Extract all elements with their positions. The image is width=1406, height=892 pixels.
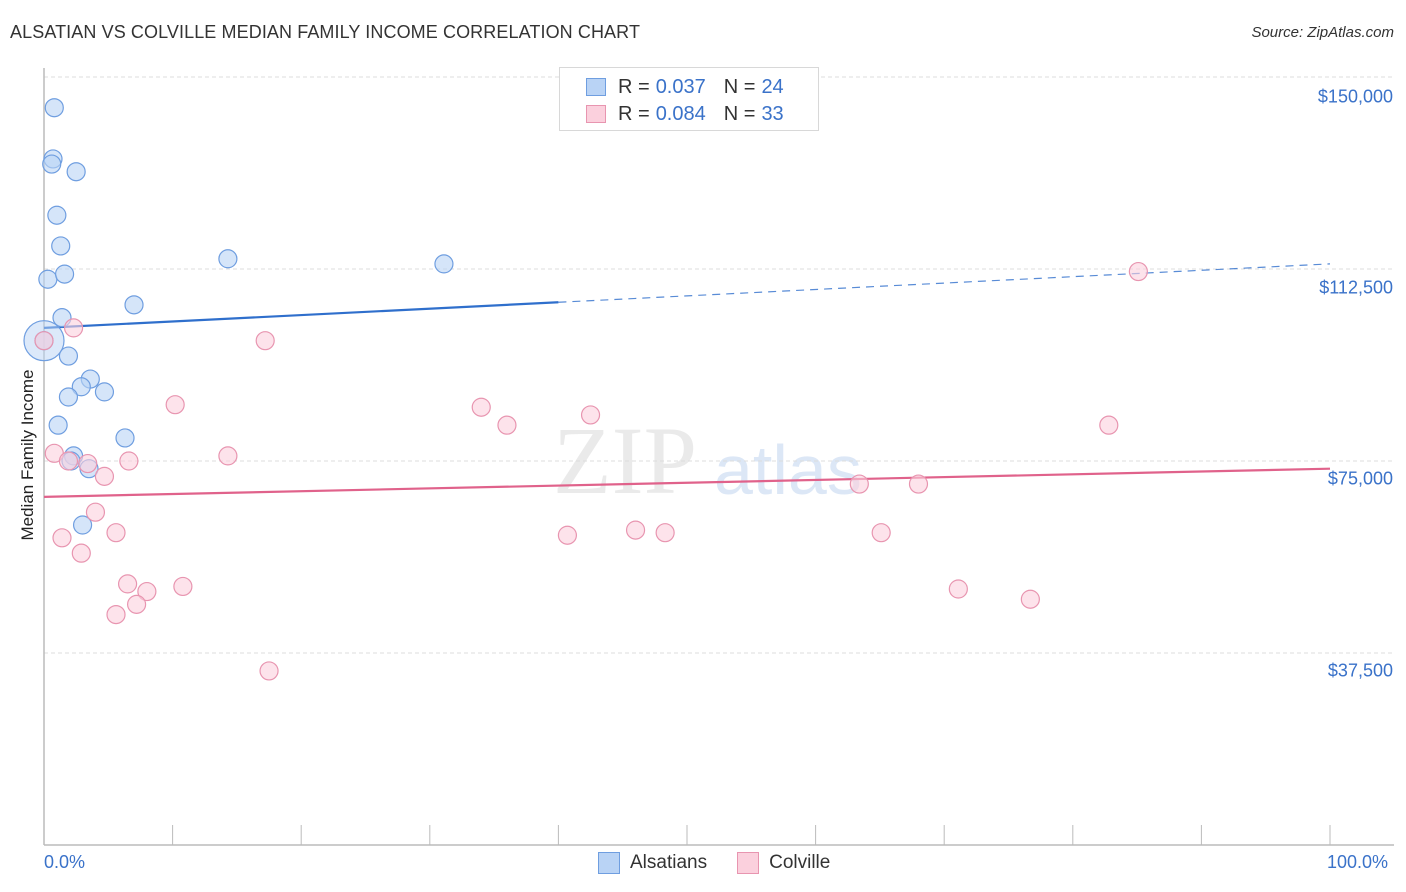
colville-swatch-icon: [737, 852, 760, 874]
y-tick-112500: $112,500: [1319, 277, 1393, 298]
r-label: R =: [618, 75, 650, 98]
alsatians-point: [38, 269, 58, 289]
alsatians-trend-line: [43, 301, 559, 329]
alsatians-trend-extension: [558, 263, 1331, 303]
n-label: N =: [723, 102, 756, 125]
n-value-alsatians: 24: [761, 75, 784, 98]
alsatians-point: [71, 377, 91, 397]
colville-point: [173, 576, 193, 597]
colville-point: [78, 453, 98, 474]
colville-point: [165, 395, 185, 415]
colville-point: [218, 446, 238, 466]
colville-point: [471, 397, 491, 417]
watermark-atlas: atlas: [714, 431, 862, 509]
r-value-alsatians: 0.037: [655, 75, 706, 98]
n-value-colville: 33: [761, 102, 784, 125]
colville-point: [557, 525, 578, 545]
colville-point: [94, 466, 115, 486]
legend-label-alsatians: Alsatians: [630, 852, 708, 873]
alsatians-point: [47, 205, 67, 225]
colville-point: [106, 523, 126, 543]
colville-point: [580, 405, 601, 425]
colville-point: [908, 474, 929, 494]
gridlines: [44, 76, 1395, 654]
colville-trend-line: [43, 467, 1331, 498]
r-value-colville: 0.084: [655, 102, 706, 125]
colville-point: [1128, 261, 1148, 282]
alsatians-point: [51, 236, 71, 256]
y-tick-75000: $75,000: [1327, 468, 1393, 489]
alsatians-point: [115, 428, 135, 448]
colville-point: [871, 523, 891, 543]
legend-label-colville: Colville: [769, 852, 831, 873]
alsatians-point: [58, 387, 79, 407]
alsatians-point: [48, 415, 68, 435]
colville-point: [259, 661, 279, 681]
legend-row-alsatians: R = 0.037 N = 24: [586, 75, 784, 99]
colville-point: [119, 451, 139, 471]
colville-point: [34, 331, 54, 351]
correlation-legend: R = 0.037 N = 24 R = 0.084 N = 33: [559, 67, 819, 131]
alsatians-point: [54, 264, 75, 284]
y-axis-label: Median Family Income: [18, 369, 37, 541]
x-tick-100: 100.0%: [1327, 852, 1389, 872]
colville-swatch-icon: [586, 105, 606, 123]
colville-point: [63, 318, 84, 338]
axes: [43, 68, 1394, 846]
colville-point: [85, 502, 106, 522]
y-tick-37500: $37,500: [1327, 660, 1393, 681]
colville-point: [849, 474, 869, 494]
colville-point: [117, 574, 138, 594]
alsatians-point: [218, 249, 238, 269]
alsatians-swatch-icon: [598, 852, 620, 874]
r-label: R =: [618, 102, 650, 125]
colville-point: [497, 415, 517, 435]
colville-point: [625, 520, 646, 540]
colville-point: [58, 451, 79, 471]
colville-point: [106, 604, 126, 625]
colville-point: [255, 331, 275, 351]
data-points: [23, 98, 1148, 681]
alsatians-point: [124, 295, 144, 315]
colville-point: [655, 523, 675, 543]
colville-point: [126, 594, 147, 614]
alsatians-point: [42, 154, 62, 174]
legend-item-colville[interactable]: Colville: [737, 852, 830, 874]
series-legend: Alsatians Colville: [598, 852, 860, 874]
alsatians-point: [94, 382, 115, 402]
legend-item-alsatians[interactable]: Alsatians: [598, 852, 707, 874]
n-label: N =: [723, 75, 756, 98]
x-tick-0: 0.0%: [44, 852, 86, 872]
colville-point: [52, 528, 72, 548]
colville-point: [948, 579, 968, 599]
colville-point: [1020, 589, 1040, 609]
source-attribution: Source: ZipAtlas.com: [1251, 24, 1394, 41]
alsatians-swatch-icon: [586, 78, 606, 96]
legend-row-colville: R = 0.084 N = 33: [586, 102, 784, 126]
alsatians-point: [72, 515, 93, 535]
alsatians-point: [58, 346, 79, 366]
chart-title: ALSATIAN VS COLVILLE MEDIAN FAMILY INCOM…: [10, 22, 641, 42]
alsatians-point: [44, 98, 64, 118]
alsatians-point: [66, 162, 86, 182]
colville-point: [137, 581, 157, 602]
y-tick-150000: $150,000: [1317, 86, 1393, 107]
colville-point: [71, 543, 91, 563]
alsatians-point: [434, 254, 454, 274]
trend-lines: [43, 263, 1331, 498]
colville-point: [1099, 415, 1119, 435]
